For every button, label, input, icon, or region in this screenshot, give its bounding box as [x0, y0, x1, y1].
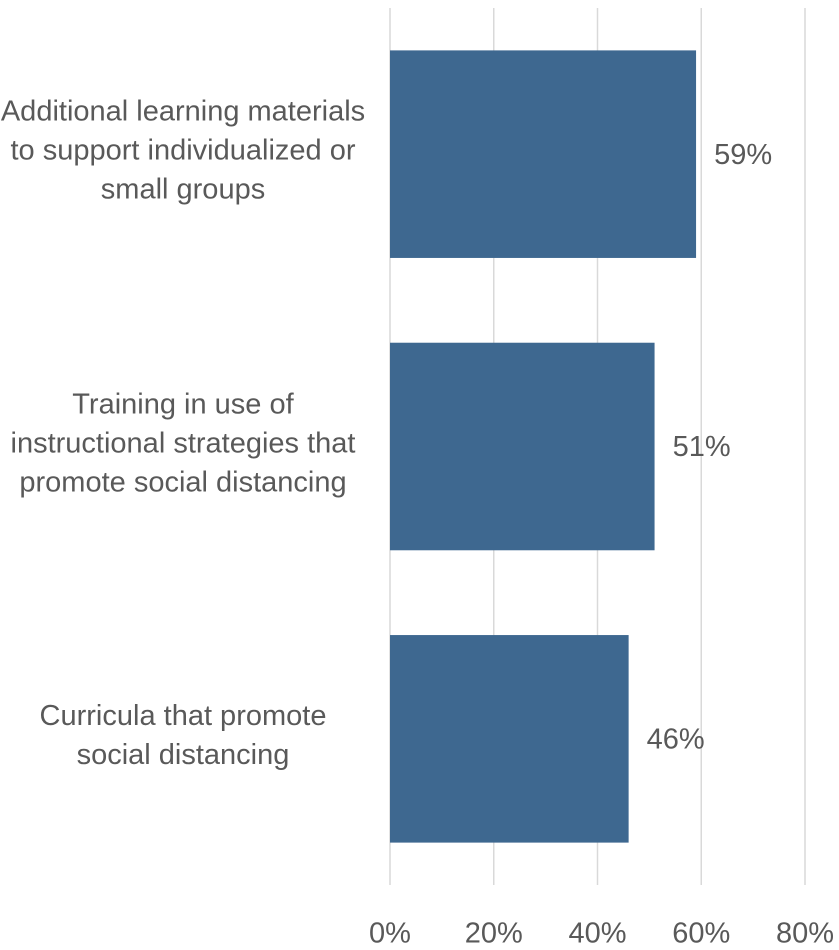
x-tick-label: 0% [369, 918, 411, 950]
category-label: Additional learning materials to support… [0, 95, 382, 206]
x-tick-label: 20% [465, 918, 523, 950]
x-tick-label: 60% [672, 918, 730, 950]
bar [390, 50, 697, 258]
value-label: 46% [647, 723, 705, 755]
x-tick-label: 40% [568, 918, 626, 950]
value-label: 51% [673, 431, 731, 463]
bar [390, 635, 629, 843]
category-label: Curricula that promote social distancing [39, 699, 335, 771]
bar [390, 342, 655, 551]
x-tick-label: 80% [776, 918, 834, 950]
category-label: Training in use of instructional strateg… [10, 388, 364, 498]
value-label: 59% [714, 139, 772, 171]
